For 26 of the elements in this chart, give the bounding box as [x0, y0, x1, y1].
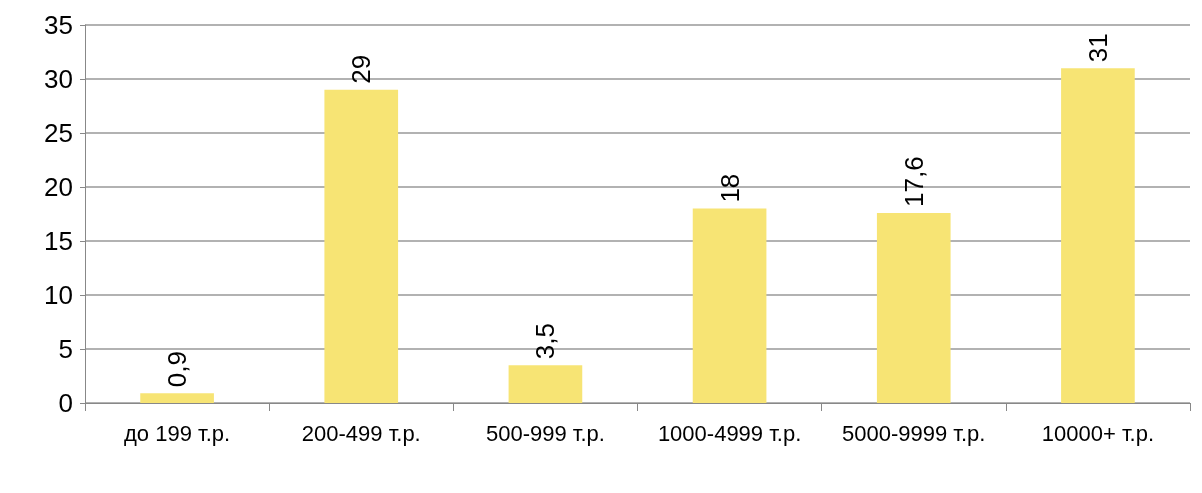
bar: [508, 365, 583, 403]
bar: [140, 393, 214, 403]
y-tick-label: 30: [44, 64, 73, 94]
x-tick-label: 500-999 т.р.: [485, 420, 605, 446]
data-label: 17,6: [898, 156, 929, 207]
data-label: 31: [1082, 33, 1113, 63]
x-tick-label: 200-499 т.р.: [301, 420, 421, 446]
x-tick-label: 1000-4999 т.р.: [657, 420, 802, 446]
data-label: 18: [714, 173, 745, 203]
data-label: 29: [346, 54, 377, 84]
bar: [324, 89, 399, 403]
data-label: 3,5: [530, 323, 561, 360]
bar: [692, 208, 767, 403]
y-tick-label: 5: [58, 334, 73, 364]
y-tick-label: 35: [44, 10, 73, 40]
data-label: 0,9: [162, 351, 193, 388]
y-tick-label: 15: [44, 226, 73, 256]
x-tick-label: 10000+ т.р.: [1041, 420, 1155, 446]
y-tick-label: 0: [58, 388, 73, 418]
y-tick-label: 20: [44, 172, 73, 202]
y-tick-label: 25: [44, 118, 73, 148]
bar: [1061, 68, 1135, 403]
y-tick-label: 10: [44, 280, 73, 310]
x-tick-label: до 199 т.р.: [124, 420, 231, 446]
bar: [876, 212, 951, 403]
x-tick-label: 5000-9999 т.р.: [842, 420, 986, 446]
